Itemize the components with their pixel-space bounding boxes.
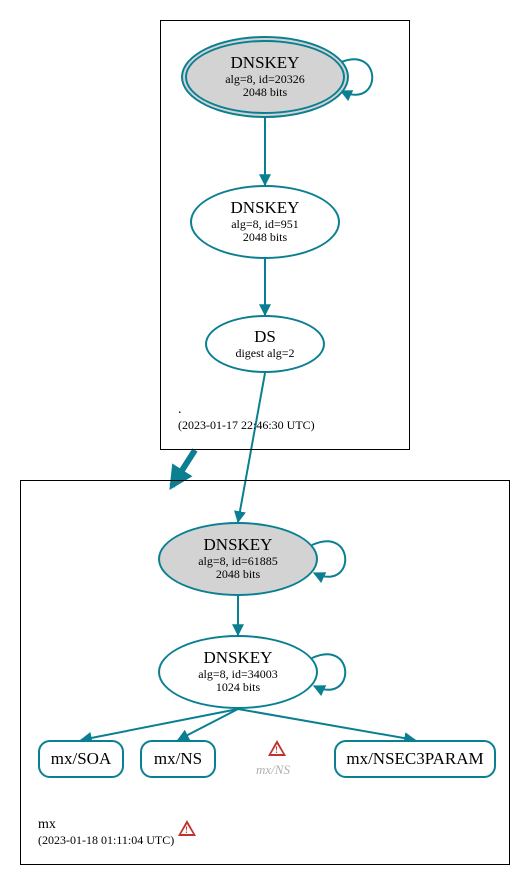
- mx-ns-node: mx/NS: [140, 740, 216, 778]
- root-ksk-node: DNSKEYalg=8, id=203262048 bits: [185, 40, 345, 114]
- root-zsk-node: DNSKEYalg=8, id=9512048 bits: [190, 185, 340, 259]
- warning-icon: !: [268, 740, 286, 756]
- mx-soa-title: mx/SOA: [51, 750, 111, 769]
- root-ds-title: DS: [254, 328, 276, 347]
- mx-nsec3-node: mx/NSEC3PARAM: [334, 740, 496, 778]
- root-ds-node: DSdigest alg=2: [205, 315, 325, 373]
- mx-zone-label: mx(2023-01-18 01:11:04 UTC): [38, 817, 174, 848]
- root-zsk-title: DNSKEY: [231, 199, 300, 218]
- warning-icon: !: [178, 820, 196, 836]
- mx-ns-title: mx/NS: [154, 750, 202, 769]
- mx-nsec3-title: mx/NSEC3PARAM: [346, 750, 483, 769]
- mx-soa-node: mx/SOA: [38, 740, 124, 778]
- root-ksk-title: DNSKEY: [231, 54, 300, 73]
- mx-ksk-title: DNSKEY: [204, 536, 273, 555]
- mx-zsk-node: DNSKEYalg=8, id=340031024 bits: [158, 635, 318, 709]
- mx-ns_ghost-ghost-label: mx/NS: [256, 762, 290, 778]
- mx-ksk-node: DNSKEYalg=8, id=618852048 bits: [158, 522, 318, 596]
- root-zone-label: .(2023-01-17 22:46:30 UTC): [178, 402, 315, 433]
- mx-zsk-title: DNSKEY: [204, 649, 273, 668]
